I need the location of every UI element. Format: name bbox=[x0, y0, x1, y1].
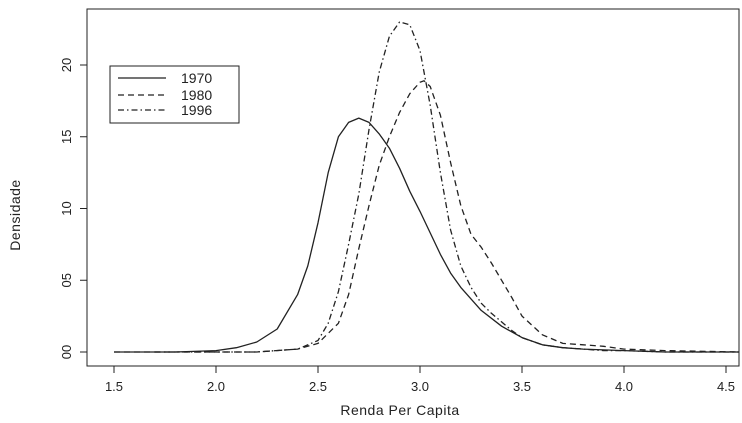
x-tick-label: 1.5 bbox=[105, 379, 123, 394]
y-tick-label: 05 bbox=[59, 273, 74, 287]
series-layer bbox=[114, 21, 740, 353]
y-axis-title: Densidade bbox=[7, 179, 23, 250]
series-line-1996 bbox=[154, 21, 739, 353]
series-line-1970 bbox=[114, 117, 739, 353]
x-axis: 1.5 2.0 2.5 3.0 3.5 4.0 4.5 bbox=[105, 366, 735, 394]
legend-label-1996: 1996 bbox=[181, 102, 212, 118]
x-tick-label: 4.5 bbox=[717, 379, 735, 394]
legend: 1970 1980 1996 bbox=[109, 65, 240, 124]
legend-label-1970: 1970 bbox=[181, 70, 212, 86]
y-tick-label: 15 bbox=[59, 130, 74, 144]
x-tick-label: 2.5 bbox=[309, 379, 327, 394]
y-tick-label: 00 bbox=[59, 345, 74, 359]
legend-label-1980: 1980 bbox=[181, 87, 212, 103]
x-tick-label: 4.0 bbox=[615, 379, 633, 394]
plot-frame bbox=[86, 8, 740, 367]
x-axis-title: Renda Per Capita bbox=[340, 402, 459, 418]
x-tick-label: 2.0 bbox=[207, 379, 225, 394]
x-tick-label: 3.0 bbox=[411, 379, 429, 394]
y-tick-label: 20 bbox=[59, 58, 74, 72]
y-tick-label: 10 bbox=[59, 201, 74, 215]
y-axis: 00 05 10 15 20 bbox=[59, 58, 87, 359]
x-tick-label: 3.5 bbox=[513, 379, 531, 394]
